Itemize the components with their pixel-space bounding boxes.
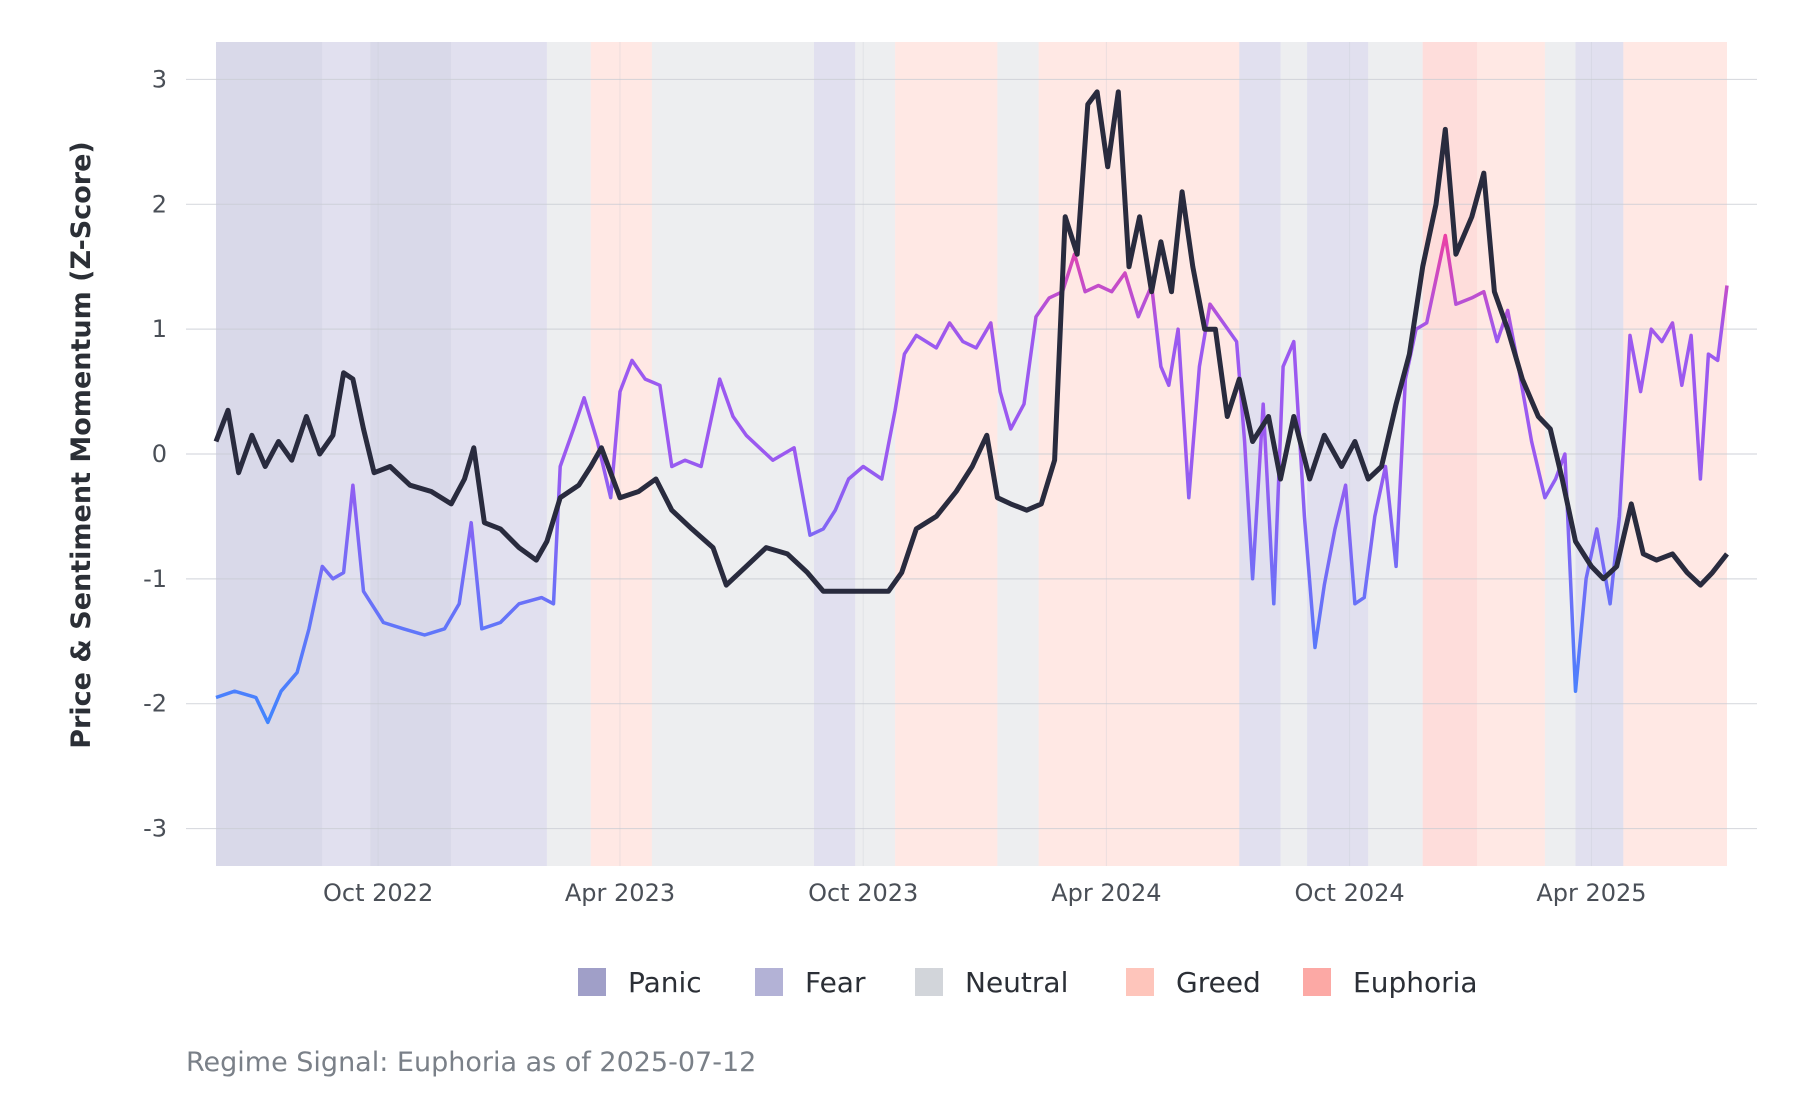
price-momentum-line [213, 89, 1729, 594]
legend-label: Panic [628, 966, 702, 999]
x-tick-label: Oct 2024 [1294, 879, 1404, 907]
y-axis-label: Price & Sentiment Momentum (Z-Score) [66, 141, 97, 749]
legend-swatch [1303, 968, 1331, 996]
regime-signal-caption: Regime Signal: Euphoria as of 2025-07-12 [186, 1047, 756, 1078]
legend-item-fear: Fear [755, 966, 866, 999]
legend-label: Neutral [965, 966, 1068, 999]
y-tick-label: -3 [143, 815, 167, 843]
legend-swatch [755, 968, 783, 996]
x-tick-label: Apr 2023 [565, 879, 675, 907]
y-tick-label: 0 [152, 440, 167, 468]
x-tick-label: Oct 2022 [323, 879, 433, 907]
gridlines [186, 42, 1757, 866]
y-tick-label: 1 [152, 315, 167, 343]
legend-label: Fear [805, 966, 866, 999]
y-tick-label: -2 [143, 690, 167, 718]
legend-swatch [578, 968, 606, 996]
y-tick-label: 3 [152, 65, 167, 93]
legend-item-greed: Greed [1126, 966, 1261, 999]
legend-swatch [915, 968, 943, 996]
x-axis-ticks: Oct 2022 Apr 2023 Oct 2023 Apr 2024 Oct 2024… [323, 879, 1647, 907]
y-tick-label: 2 [152, 190, 167, 218]
legend-item-neutral: Neutral [915, 966, 1068, 999]
x-tick-label: Apr 2025 [1536, 879, 1646, 907]
legend-item-panic: Panic [578, 966, 702, 999]
legend-item-euphoria: Euphoria [1303, 966, 1478, 999]
legend-swatch [1126, 968, 1154, 996]
series-layer [213, 89, 1729, 725]
legend-label: Euphoria [1353, 966, 1478, 999]
y-tick-label: -1 [143, 565, 167, 593]
legend-label: Greed [1176, 966, 1261, 999]
x-tick-label: Oct 2023 [808, 879, 918, 907]
x-tick-label: Apr 2024 [1051, 879, 1161, 907]
y-axis-ticks: -3 -2 -1 0 1 2 3 [143, 65, 167, 842]
legend: Panic Fear Neutral Greed Euphoria [578, 966, 1478, 999]
